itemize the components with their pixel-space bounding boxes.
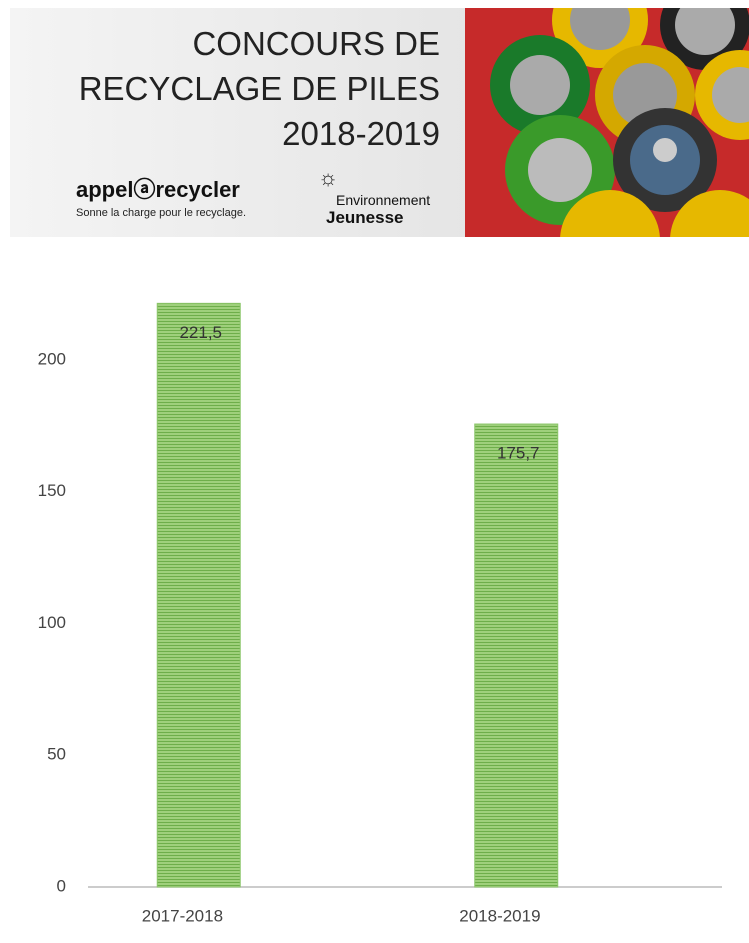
y-tick-label: 0 bbox=[57, 876, 66, 895]
title-line: CONCOURS DE bbox=[192, 25, 440, 62]
battery-image bbox=[465, 8, 749, 237]
y-tick-label: 150 bbox=[38, 481, 66, 500]
y-tick-label: 50 bbox=[47, 745, 66, 764]
value-label: 221,5 bbox=[179, 323, 222, 342]
x-tick-label: 2018-2019 bbox=[459, 906, 540, 925]
title-line: 2018-2019 bbox=[282, 115, 440, 152]
logo-icon: ☼ bbox=[318, 165, 338, 190]
logo-tagline: Sonne la charge pour le recyclage. bbox=[76, 207, 246, 219]
bar bbox=[156, 302, 241, 888]
logo-name: appelⓐrecycler bbox=[76, 177, 240, 202]
value-label: 175,7 bbox=[497, 444, 540, 463]
y-tick-label: 100 bbox=[38, 613, 66, 632]
logo-line: Environnement bbox=[336, 192, 430, 208]
bar bbox=[474, 423, 559, 888]
title-line: RECYCLAGE DE PILES bbox=[79, 70, 440, 107]
logo-line: Jeunesse bbox=[326, 208, 404, 227]
x-tick-label: 2017-2018 bbox=[142, 906, 223, 925]
y-tick-label: 200 bbox=[38, 349, 66, 368]
